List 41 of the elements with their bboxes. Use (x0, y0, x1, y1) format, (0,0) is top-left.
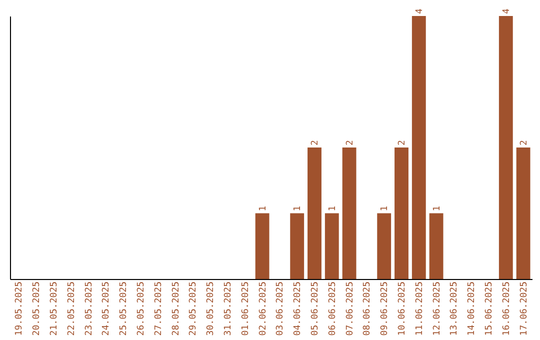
data-label: 1 (328, 206, 338, 212)
x-tick-label: 12.06.2025 (432, 282, 442, 336)
data-label: 2 (310, 140, 320, 146)
data-label: 4 (414, 8, 425, 14)
x-tick-label: 26.05.2025 (136, 282, 146, 336)
x-tick-label: 22.05.2025 (66, 282, 77, 336)
x-tick-label: 07.06.2025 (345, 282, 356, 336)
x-tick-label: 31.05.2025 (224, 282, 234, 336)
data-label: 2 (519, 140, 530, 146)
x-tick-label: 13.06.2025 (450, 282, 460, 336)
data-label: 2 (398, 140, 408, 146)
x-tick-label: 28.05.2025 (171, 282, 182, 336)
x-tick-label: 04.06.2025 (293, 282, 304, 336)
x-tick-label: 09.06.2025 (380, 282, 390, 336)
x-tick-label: 25.05.2025 (119, 282, 130, 336)
data-label: 4 (502, 8, 512, 14)
x-tick-label: 21.05.2025 (50, 282, 60, 336)
x-tick-label: 06.06.2025 (328, 282, 338, 336)
x-tick-label: 03.06.2025 (276, 282, 286, 336)
x-tick-label: 19.05.2025 (14, 282, 25, 336)
data-label: 2 (345, 140, 356, 146)
x-tick-label: 23.05.2025 (84, 282, 94, 336)
data-label: 1 (432, 206, 442, 212)
x-tick-label: 01.06.2025 (240, 282, 251, 336)
x-tick-label: 16.06.2025 (502, 282, 512, 336)
x-tick-label: 02.06.2025 (258, 282, 268, 336)
x-tick-label: 05.06.2025 (310, 282, 320, 336)
x-tick-label: 24.05.2025 (102, 282, 112, 336)
x-tick-label: 20.05.2025 (32, 282, 42, 336)
data-label: 1 (258, 206, 268, 212)
x-tick-label: 11.06.2025 (414, 282, 425, 336)
x-tick-label: 30.05.2025 (206, 282, 216, 336)
x-tick-label: 10.06.2025 (398, 282, 408, 336)
x-tick-label: 08.06.2025 (362, 282, 373, 336)
x-tick-label: 29.05.2025 (188, 282, 199, 336)
x-tick-label: 17.06.2025 (519, 282, 530, 336)
data-label: 1 (380, 206, 390, 212)
x-tick-label: 15.06.2025 (484, 282, 494, 336)
data-label: 1 (293, 206, 304, 212)
x-tick-label: 14.06.2025 (467, 282, 478, 336)
x-tick-label: 27.05.2025 (154, 282, 164, 336)
